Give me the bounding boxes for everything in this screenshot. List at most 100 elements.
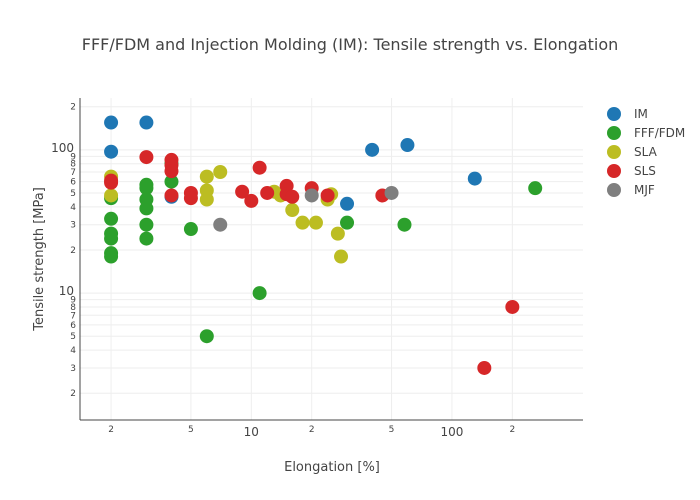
x-tick-label: 10 bbox=[244, 425, 259, 439]
data-point[interactable] bbox=[334, 249, 349, 264]
data-point[interactable] bbox=[252, 160, 267, 175]
y-tick-label: 4 bbox=[70, 203, 76, 213]
data-point[interactable] bbox=[528, 181, 543, 196]
legend-label: MJF bbox=[634, 183, 655, 197]
data-point[interactable] bbox=[400, 138, 415, 153]
points-layer bbox=[104, 115, 543, 375]
y-tick-label: 100 bbox=[51, 141, 74, 155]
data-point[interactable] bbox=[104, 249, 119, 264]
axes-layer bbox=[79, 98, 583, 421]
data-point[interactable] bbox=[139, 115, 154, 130]
data-point[interactable] bbox=[304, 188, 319, 203]
x-tick-label: 2 bbox=[509, 425, 515, 435]
data-point[interactable] bbox=[320, 188, 335, 203]
data-point[interactable] bbox=[295, 215, 310, 230]
legend-marker bbox=[607, 164, 621, 178]
data-point[interactable] bbox=[477, 360, 492, 375]
data-point[interactable] bbox=[330, 226, 345, 241]
data-point[interactable] bbox=[467, 171, 482, 186]
legend-marker bbox=[607, 145, 621, 159]
x-tick-label: 2 bbox=[108, 425, 114, 435]
data-point[interactable] bbox=[183, 222, 198, 237]
data-point[interactable] bbox=[139, 231, 154, 246]
y-tick-label: 8 bbox=[70, 303, 76, 313]
data-point[interactable] bbox=[139, 201, 154, 216]
legend-item-im[interactable]: IM bbox=[607, 107, 648, 121]
y-tick-label: 3 bbox=[70, 364, 76, 374]
data-point[interactable] bbox=[260, 185, 275, 200]
data-point[interactable] bbox=[235, 184, 250, 199]
y-axis-label: Tensile strength [MPa] bbox=[32, 187, 47, 332]
series-im bbox=[104, 115, 482, 211]
y-tick-label: 5 bbox=[70, 332, 76, 342]
y-tick-label: 5 bbox=[70, 189, 76, 199]
chart-title: FFF/FDM and Injection Molding (IM): Tens… bbox=[82, 35, 619, 54]
data-point[interactable] bbox=[104, 231, 119, 246]
legend-item-mjf[interactable]: MJF bbox=[607, 183, 655, 197]
data-point[interactable] bbox=[384, 185, 399, 200]
legend-item-fff-fdm[interactable]: FFF/FDM bbox=[607, 126, 685, 140]
data-point[interactable] bbox=[104, 144, 119, 159]
y-tick-label: 9 bbox=[70, 152, 76, 162]
y-tick-label: 9 bbox=[70, 296, 76, 306]
data-point[interactable] bbox=[183, 191, 198, 206]
data-point[interactable] bbox=[397, 217, 412, 232]
data-point[interactable] bbox=[505, 299, 520, 314]
data-point[interactable] bbox=[199, 169, 214, 184]
y-tick-label: 8 bbox=[70, 160, 76, 170]
x-tick-labels: 2 5 10 2 5 100 2 bbox=[108, 425, 515, 439]
legend-marker bbox=[607, 126, 621, 140]
data-point[interactable] bbox=[164, 188, 179, 203]
legend[interactable]: IM FFF/FDM SLA SLS MJF bbox=[607, 107, 685, 197]
y-tick-label: 2 bbox=[70, 389, 76, 399]
data-point[interactable] bbox=[308, 215, 323, 230]
series-mjf bbox=[213, 185, 399, 232]
x-axis-label: Elongation [%] bbox=[284, 460, 380, 475]
data-point[interactable] bbox=[285, 189, 300, 204]
data-point[interactable] bbox=[139, 217, 154, 232]
data-point[interactable] bbox=[365, 142, 380, 157]
y-tick-label: 2 bbox=[70, 246, 76, 256]
x-tick-label: 5 bbox=[389, 425, 395, 435]
data-point[interactable] bbox=[104, 188, 119, 203]
x-tick-label: 100 bbox=[440, 425, 463, 439]
x-tick-label: 2 bbox=[309, 425, 315, 435]
data-point[interactable] bbox=[139, 150, 154, 165]
legend-item-sla[interactable]: SLA bbox=[607, 145, 658, 159]
y-tick-label: 4 bbox=[70, 346, 76, 356]
series-sls bbox=[104, 150, 520, 375]
legend-marker bbox=[607, 183, 621, 197]
data-point[interactable] bbox=[244, 193, 259, 208]
data-point[interactable] bbox=[252, 286, 267, 301]
data-point[interactable] bbox=[285, 203, 300, 218]
legend-item-sls[interactable]: SLS bbox=[607, 164, 656, 178]
legend-label: IM bbox=[634, 107, 648, 121]
data-point[interactable] bbox=[164, 174, 179, 189]
data-point[interactable] bbox=[340, 196, 355, 211]
grid-layer bbox=[80, 98, 583, 420]
legend-marker bbox=[607, 107, 621, 121]
data-point[interactable] bbox=[104, 211, 119, 226]
data-point[interactable] bbox=[213, 217, 228, 232]
y-tick-label: 10 bbox=[59, 284, 74, 298]
data-point[interactable] bbox=[104, 175, 119, 190]
legend-label: SLA bbox=[634, 145, 658, 159]
data-point[interactable] bbox=[213, 165, 228, 180]
y-tick-label: 6 bbox=[70, 321, 76, 331]
legend-label: SLS bbox=[634, 164, 656, 178]
data-point[interactable] bbox=[340, 215, 355, 230]
data-point[interactable] bbox=[104, 115, 119, 130]
y-tick-label: 6 bbox=[70, 178, 76, 188]
x-tick-label: 5 bbox=[188, 425, 194, 435]
data-point[interactable] bbox=[164, 164, 179, 179]
y-tick-label: 7 bbox=[70, 311, 76, 321]
legend-label: FFF/FDM bbox=[634, 126, 685, 140]
data-point[interactable] bbox=[199, 192, 214, 207]
data-point[interactable] bbox=[199, 329, 214, 344]
y-tick-label: 3 bbox=[70, 221, 76, 231]
y-tick-label: 2 bbox=[70, 103, 76, 113]
y-tick-label: 7 bbox=[70, 168, 76, 178]
data-point[interactable] bbox=[139, 181, 154, 196]
